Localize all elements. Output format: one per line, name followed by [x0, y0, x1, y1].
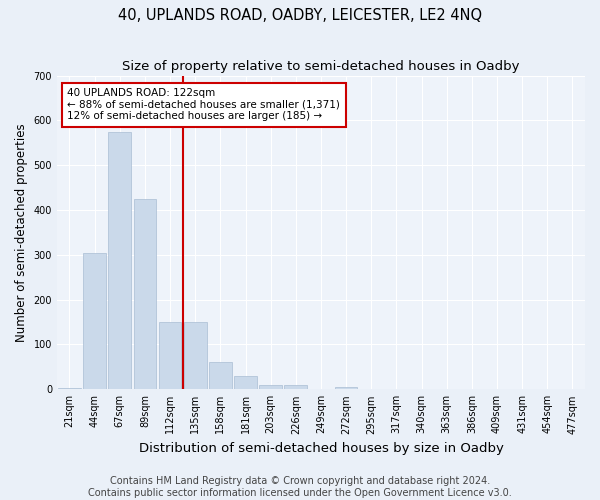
Text: 40 UPLANDS ROAD: 122sqm
← 88% of semi-detached houses are smaller (1,371)
12% of: 40 UPLANDS ROAD: 122sqm ← 88% of semi-de…: [67, 88, 340, 122]
Bar: [134, 199, 156, 390]
Title: Size of property relative to semi-detached houses in Oadby: Size of property relative to semi-detach…: [122, 60, 520, 73]
Bar: [58, 388, 81, 390]
Bar: [259, 385, 282, 390]
Bar: [234, 376, 257, 390]
Bar: [209, 362, 232, 390]
Text: 40, UPLANDS ROAD, OADBY, LEICESTER, LE2 4NQ: 40, UPLANDS ROAD, OADBY, LEICESTER, LE2 …: [118, 8, 482, 22]
Bar: [184, 322, 206, 390]
Bar: [335, 387, 358, 390]
Y-axis label: Number of semi-detached properties: Number of semi-detached properties: [15, 123, 28, 342]
Bar: [159, 322, 181, 390]
X-axis label: Distribution of semi-detached houses by size in Oadby: Distribution of semi-detached houses by …: [139, 442, 503, 455]
Text: Contains HM Land Registry data © Crown copyright and database right 2024.
Contai: Contains HM Land Registry data © Crown c…: [88, 476, 512, 498]
Bar: [83, 252, 106, 390]
Bar: [109, 132, 131, 390]
Bar: [284, 385, 307, 390]
